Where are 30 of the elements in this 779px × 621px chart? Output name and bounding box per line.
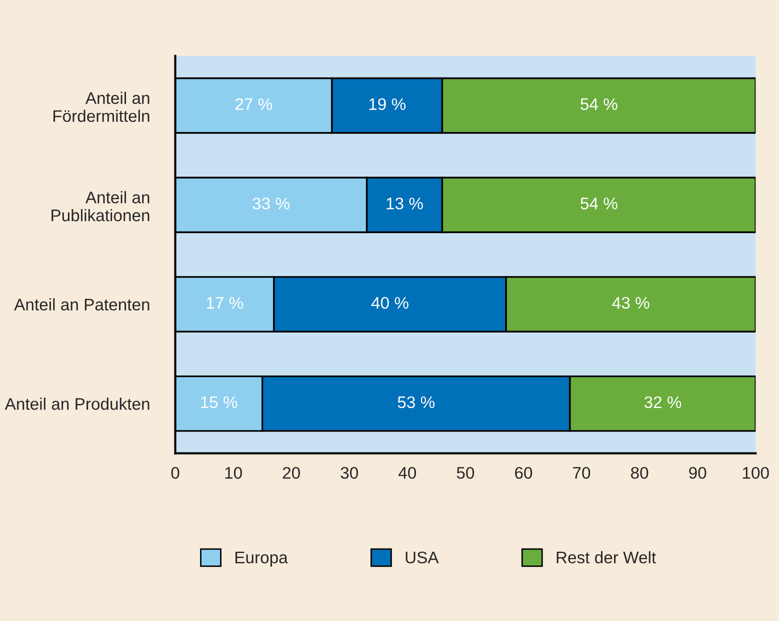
- x-tick-label: 20: [282, 466, 300, 479]
- y-tick-label: Anteil an Produkten: [4, 398, 150, 410]
- data-label: 54 %: [580, 198, 618, 210]
- data-label: 43 %: [612, 296, 650, 309]
- data-label: 27 %: [235, 98, 272, 110]
- x-tick-label: 50: [456, 466, 474, 479]
- x-tick-label: 30: [340, 466, 358, 479]
- x-tick-label: 40: [398, 466, 416, 479]
- y-tick-label: Anteil an Publikationen: [52, 191, 150, 222]
- legend-label: USA: [406, 552, 439, 564]
- data-label: 19 %: [369, 98, 406, 110]
- data-label: 32 %: [644, 396, 682, 408]
- x-tick-label: 80: [631, 466, 648, 479]
- x-tick-label: 10: [225, 466, 242, 479]
- data-label: 13 %: [386, 198, 423, 210]
- data-label: 15 %: [201, 396, 238, 408]
- x-tick-label: 70: [573, 466, 590, 479]
- legend-label: Europa: [235, 552, 288, 567]
- data-label: 33 %: [252, 198, 290, 210]
- x-tick-label: 60: [515, 466, 532, 479]
- data-label: 53 %: [398, 396, 435, 408]
- data-label: 40 %: [371, 296, 408, 309]
- x-tick-label: 90: [689, 466, 706, 479]
- legend-label: Rest der Welt: [556, 551, 656, 564]
- x-tick-label: 100: [743, 466, 769, 479]
- data-label: 54 %: [580, 98, 618, 110]
- y-tick-label: Anteil an Fördermitteln: [53, 92, 150, 122]
- data-label: 17 %: [206, 297, 244, 309]
- x-tick-label: 0: [171, 466, 180, 479]
- y-tick-label: Anteil an Patenten: [14, 298, 150, 310]
